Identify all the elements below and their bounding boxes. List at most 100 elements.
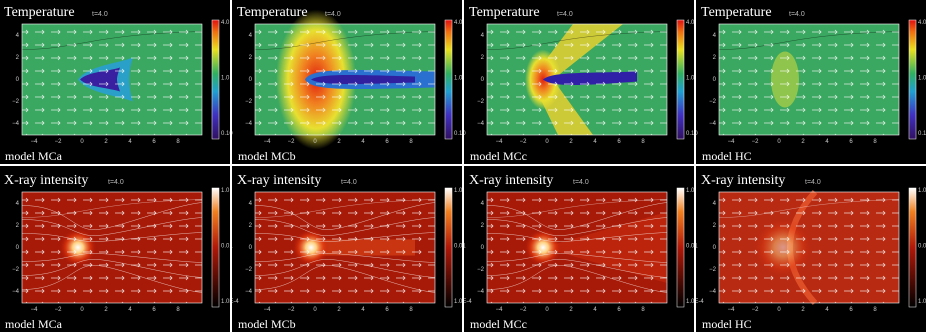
x-tick-label: 6 [617, 307, 621, 313]
colorbar-label: 4.0 [221, 20, 230, 26]
x-tick-label: 4 [825, 307, 829, 313]
panel: X-ray intensity t=4.0 −4 −2 0 2 4 6 8 −4 −2 0 2 4 1.0 0… [237, 173, 472, 331]
y-tick-label: −2 [709, 99, 717, 105]
x-tick-label: −2 [55, 139, 63, 145]
x-tick-label: −2 [288, 307, 296, 313]
x-tick-label: 4 [593, 307, 597, 313]
y-tick-label: 0 [481, 245, 485, 251]
x-tick-label: 2 [104, 139, 108, 145]
y-tick-label: 4 [481, 33, 485, 39]
x-tick-label: 6 [849, 139, 853, 145]
model-label: model MCb [238, 317, 296, 331]
y-tick-label: 0 [713, 245, 717, 251]
panel: Temperature t=4.0 −4 −2 0 2 4 6 8 −4 −2 0 2 4 4.0 1.0 0.… [237, 5, 466, 163]
x-tick-label: −4 [728, 139, 736, 145]
x-tick-label: 8 [409, 307, 413, 313]
x-tick-label: 8 [873, 139, 877, 145]
panel-title: X-ray intensity [469, 173, 553, 188]
colorbar [211, 19, 220, 140]
x-tick-label: 0 [777, 139, 781, 145]
x-tick-label: 2 [569, 139, 573, 145]
y-tick-label: 2 [481, 223, 485, 229]
x-tick-label: 2 [104, 307, 108, 313]
x-tick-label: −4 [31, 307, 39, 313]
time-label: t=4.0 [108, 179, 124, 186]
model-label: model HC [702, 317, 752, 331]
model-label: model MCa [5, 317, 63, 331]
colorbar-label: 4.0 [918, 20, 926, 26]
x-tick-label: 8 [641, 307, 645, 313]
panel: Temperature t=4.0 −4 −2 0 2 4 6 8 −4 −2 0 2 4 4.0 1.0 0.… [701, 5, 926, 163]
colorbar-label: 0.01 [221, 244, 233, 250]
y-tick-label: −2 [12, 99, 20, 105]
plot-frame [718, 23, 900, 136]
plot-frame [718, 191, 900, 304]
x-tick-label: −4 [728, 307, 736, 313]
x-tick-label: 0 [313, 307, 317, 313]
plot-frame [21, 191, 203, 304]
y-tick-label: 4 [16, 33, 20, 39]
colorbar [676, 187, 685, 308]
model-label: model MCb [238, 149, 296, 163]
velocity-arrows [22, 192, 202, 303]
panel-title: X-ray intensity [4, 173, 88, 188]
time-label: t=4.0 [92, 11, 108, 18]
x-tick-label: 0 [545, 307, 549, 313]
y-tick-label: −2 [477, 267, 485, 273]
colorbar-label: 1.0 [686, 188, 695, 194]
plot-frame [486, 191, 668, 304]
y-tick-label: 0 [481, 77, 485, 83]
y-tick-label: −2 [709, 267, 717, 273]
x-tick-label: 6 [849, 307, 853, 313]
y-tick-label: 0 [713, 77, 717, 83]
panel: X-ray intensity t=4.0 −4 −2 0 2 4 6 8 −4 −2 0 2 4 1.0 0… [469, 173, 704, 331]
panel-title: Temperature [4, 5, 75, 20]
x-tick-label: 4 [825, 139, 829, 145]
x-tick-label: 0 [313, 139, 317, 145]
y-tick-label: 2 [16, 223, 20, 229]
x-tick-label: 0 [80, 307, 84, 313]
x-tick-label: 8 [873, 307, 877, 313]
x-tick-label: 6 [152, 139, 156, 145]
time-label: t=4.0 [325, 11, 341, 18]
x-tick-label: 6 [385, 307, 389, 313]
y-tick-label: −4 [245, 121, 253, 127]
x-tick-label: −4 [264, 307, 272, 313]
y-tick-label: 4 [249, 33, 253, 39]
colorbar-label: 0.10 [454, 131, 466, 137]
x-tick-label: 0 [80, 139, 84, 145]
y-tick-label: 0 [249, 245, 253, 251]
y-tick-label: −4 [709, 121, 717, 127]
time-label: t=4.0 [805, 179, 821, 186]
colorbar-label: 4.0 [686, 20, 695, 26]
colorbar-label: 0.01 [686, 244, 698, 250]
x-tick-label: 4 [593, 139, 597, 145]
panel-title: Temperature [237, 5, 308, 20]
panel-title: X-ray intensity [701, 173, 785, 188]
model-label: model MCa [5, 149, 63, 163]
x-tick-label: −2 [288, 139, 296, 145]
x-tick-label: −2 [752, 307, 760, 313]
x-tick-label: −4 [496, 307, 504, 313]
y-tick-label: 4 [713, 201, 717, 207]
colorbar-label: 1.0 [454, 76, 463, 82]
y-tick-label: −4 [245, 289, 253, 295]
colorbar [908, 187, 917, 308]
x-tick-label: 4 [361, 307, 365, 313]
x-tick-label: −2 [520, 139, 528, 145]
x-tick-label: −2 [520, 307, 528, 313]
time-label: t=4.0 [573, 179, 589, 186]
x-tick-label: −2 [752, 139, 760, 145]
y-tick-label: −2 [477, 99, 485, 105]
x-tick-label: 6 [617, 139, 621, 145]
x-tick-label: 4 [128, 307, 132, 313]
y-tick-label: −2 [12, 267, 20, 273]
velocity-arrows [719, 24, 899, 135]
colorbar [444, 187, 453, 308]
x-tick-label: 2 [337, 307, 341, 313]
colorbar-label: 1.0 [221, 188, 230, 194]
y-tick-label: −4 [12, 121, 20, 127]
y-tick-label: 0 [16, 77, 20, 83]
time-label: t=4.0 [557, 11, 573, 18]
colorbar [211, 187, 220, 308]
